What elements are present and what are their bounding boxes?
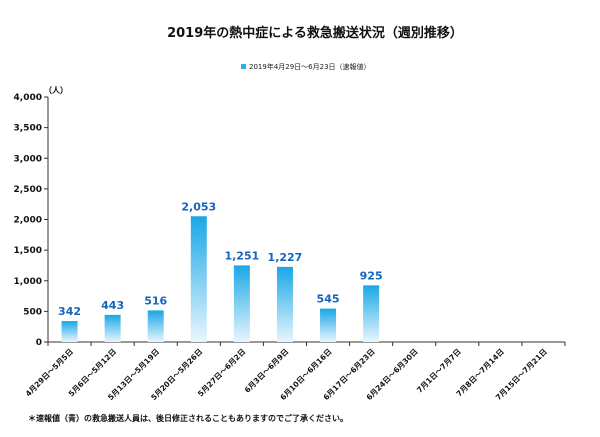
data-label: 342	[58, 305, 81, 318]
data-labels: 342 443 516 2,053 1,251 1,227 545 925	[58, 200, 383, 318]
x-tick-label: 5月27日～6月2日	[196, 347, 247, 398]
x-tick-label: 6月3日～6月9日	[243, 347, 291, 395]
data-label: 545	[317, 293, 340, 306]
y-tick-label: 3,000	[14, 154, 42, 164]
bars	[61, 216, 380, 342]
y-tick-label: 3,500	[14, 124, 42, 134]
x-tick-label: 7月1日～7月7日	[415, 347, 463, 395]
legend-swatch	[241, 64, 246, 69]
data-label: 925	[360, 269, 383, 282]
bar	[104, 314, 121, 342]
y-axis-unit: （人）	[44, 85, 68, 95]
x-axis	[47, 341, 566, 346]
bar	[190, 216, 207, 342]
bar	[276, 266, 293, 342]
y-tick-label: 1,000	[14, 277, 42, 287]
data-label: 443	[101, 299, 124, 312]
x-tick-labels: 4月29日～5月5日5月6日～5月12日5月13日～5月19日5月20日～5月2…	[24, 347, 549, 402]
data-label: 1,251	[224, 249, 259, 262]
y-tick-label: 0	[36, 338, 42, 348]
data-label: 2,053	[181, 200, 216, 213]
legend-label: 2019年4月29日～6月23日（速報値）	[249, 62, 371, 71]
bar	[147, 310, 164, 342]
y-tick-label: 2,500	[14, 185, 42, 195]
y-tick-label: 2,000	[14, 216, 42, 226]
y-axis: 0 500 1,000 1,500 2,000 2,500 3,000 3,500 4,000	[14, 93, 49, 348]
chart-title: 2019年の熱中症による救急搬送状況（週別推移）	[167, 25, 463, 41]
y-tick-label: 1,500	[14, 246, 42, 256]
footnote: ＊速報値（青）の救急搬送人員は、後日修正されることもありますのでご了承ください。	[28, 413, 348, 423]
bar	[363, 285, 380, 342]
bar	[233, 265, 250, 342]
bar	[61, 321, 78, 342]
data-label: 516	[144, 294, 167, 307]
legend: 2019年4月29日～6月23日（速報値）	[241, 62, 371, 71]
y-tick-label: 4,000	[14, 93, 42, 103]
bar	[320, 308, 337, 342]
data-label: 1,227	[268, 251, 303, 264]
y-tick-label: 500	[23, 307, 42, 317]
